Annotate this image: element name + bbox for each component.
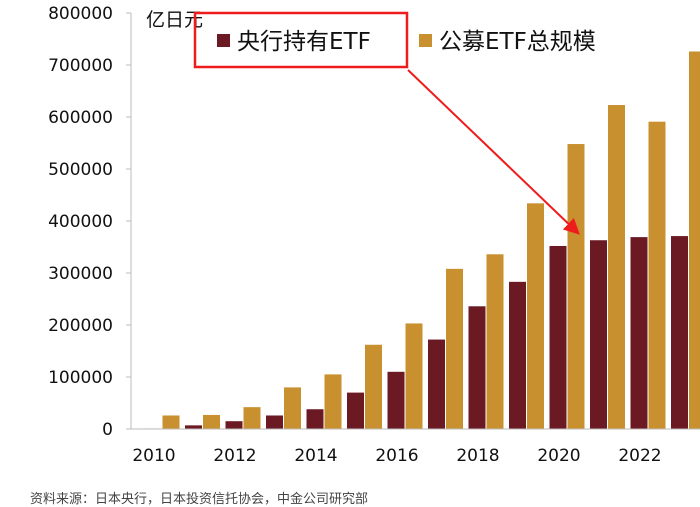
y-tick-label: 500000 xyxy=(48,160,113,180)
bar-central-bank-2013 xyxy=(266,415,283,429)
unit-label: 亿日元 xyxy=(146,9,203,31)
bar-central-bank-2020 xyxy=(549,245,567,429)
bar-central-bank-2021 xyxy=(590,240,607,429)
y-tick-label: 100000 xyxy=(48,368,113,388)
bar-etf-total-2017 xyxy=(446,268,463,429)
bar-etf-total-2011 xyxy=(203,414,220,429)
bar-etf-total-2013 xyxy=(284,387,301,429)
annotation-arrow xyxy=(407,69,580,235)
bar-central-bank-2017 xyxy=(428,339,445,429)
bar-etf-total-2021 xyxy=(608,105,625,429)
bar-central-bank-2012 xyxy=(225,421,243,429)
bar-etf-total-2020 xyxy=(567,144,585,430)
bar-etf-total-2019 xyxy=(527,203,544,429)
x-tick-label: 2018 xyxy=(456,446,499,466)
bar-central-bank-2023 xyxy=(671,236,688,429)
bar-central-bank-2019 xyxy=(509,281,526,429)
y-tick-label: 200000 xyxy=(48,316,113,336)
annotation-highlight-box xyxy=(193,11,409,69)
legend-label-etf-total: 公募ETF总规模 xyxy=(439,29,596,55)
x-tick-label: 2014 xyxy=(294,446,337,466)
y-tick-label: 700000 xyxy=(48,56,113,76)
bar-central-bank-2011 xyxy=(185,425,202,429)
bar-etf-total-2012 xyxy=(243,407,261,429)
x-tick-label: 2010 xyxy=(132,446,175,466)
x-tick-label: 2020 xyxy=(537,446,580,466)
bar-etf-total-2023 xyxy=(689,51,700,429)
bar-etf-total-2018 xyxy=(486,254,504,429)
bar-central-bank-2016 xyxy=(387,371,405,429)
y-tick-label: 300000 xyxy=(48,264,113,284)
x-tick-label: 2012 xyxy=(213,446,256,466)
y-tick-label: 400000 xyxy=(48,212,113,232)
y-tick-label: 800000 xyxy=(48,4,113,24)
bar-central-bank-2022 xyxy=(630,237,648,429)
bar-etf-total-2022 xyxy=(648,121,666,430)
y-tick-label: 600000 xyxy=(48,108,113,128)
y-tick-label: 0 xyxy=(102,420,113,440)
bar-etf-total-2015 xyxy=(365,344,382,429)
x-tick-label: 2022 xyxy=(618,446,661,466)
legend-label-central-bank: 央行持有ETF xyxy=(237,29,371,55)
x-tick-label: 2016 xyxy=(375,446,418,466)
bar-central-bank-2014 xyxy=(306,409,324,429)
bar-central-bank-2018 xyxy=(468,306,486,429)
source-note: 资料来源：日本央行，日本投资信托协会，中金公司研究部 xyxy=(30,492,369,507)
legend-swatch-etf-total xyxy=(419,34,432,47)
bar-etf-total-2016 xyxy=(405,323,423,429)
bar-etf-total-2010 xyxy=(162,415,180,429)
bar-etf-total-2014 xyxy=(324,374,342,429)
bar-central-bank-2015 xyxy=(347,392,364,429)
legend-swatch-central-bank xyxy=(217,34,230,47)
